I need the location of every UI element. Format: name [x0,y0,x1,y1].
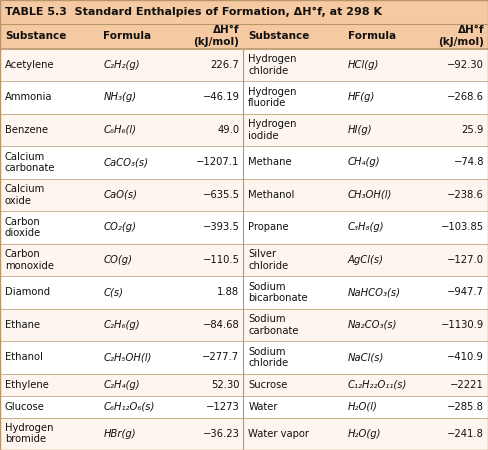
Text: ΔH°f
(kJ/mol): ΔH°f (kJ/mol) [438,25,484,47]
Text: CH₄(g): CH₄(g) [348,158,381,167]
Text: Carbon
dioxide: Carbon dioxide [5,217,41,238]
Text: Sodium
bicarbonate: Sodium bicarbonate [248,282,308,303]
Text: −127.0: −127.0 [447,255,484,265]
Text: Hydrogen
chloride: Hydrogen chloride [248,54,297,76]
Text: Silver
chloride: Silver chloride [248,249,288,270]
Text: 226.7: 226.7 [211,60,240,70]
Text: C₁₂H₂₂O₁₁(s): C₁₂H₂₂O₁₁(s) [348,380,407,390]
Text: −1207.1: −1207.1 [196,158,240,167]
Text: HF(g): HF(g) [348,92,375,103]
Text: C₂H₂(g): C₂H₂(g) [103,60,140,70]
Text: Ethylene: Ethylene [5,380,49,390]
Text: Substance: Substance [5,31,66,41]
Text: 49.0: 49.0 [217,125,240,135]
Text: −2221: −2221 [450,380,484,390]
Text: AgCl(s): AgCl(s) [348,255,384,265]
Text: Calcium
oxide: Calcium oxide [5,184,45,206]
Text: NaHCO₃(s): NaHCO₃(s) [348,288,401,297]
Text: H₂O(l): H₂O(l) [348,401,378,412]
Text: HI(g): HI(g) [348,125,372,135]
Text: −92.30: −92.30 [447,60,484,70]
Text: CH₃OH(l): CH₃OH(l) [348,190,392,200]
Text: NaCl(s): NaCl(s) [348,352,385,362]
Text: Ethanol: Ethanol [5,352,43,362]
Text: −241.8: −241.8 [447,429,484,439]
Text: Propane: Propane [248,222,289,233]
Text: Hydrogen
bromide: Hydrogen bromide [5,423,53,444]
Text: −277.7: −277.7 [203,352,240,362]
Text: Sodium
carbonate: Sodium carbonate [248,314,299,336]
Text: Methanol: Methanol [248,190,295,200]
Text: −1273: −1273 [205,401,240,412]
Text: Sodium
chloride: Sodium chloride [248,347,288,368]
Text: NH₃(g): NH₃(g) [103,92,137,103]
Text: −74.8: −74.8 [454,158,484,167]
Text: C₂H₅OH(l): C₂H₅OH(l) [103,352,152,362]
Text: 1.88: 1.88 [217,288,240,297]
Text: C₆H₁₂O₆(s): C₆H₁₂O₆(s) [103,401,155,412]
Text: Hydrogen
iodide: Hydrogen iodide [248,119,297,140]
Text: C₃H₈(g): C₃H₈(g) [348,222,385,233]
Text: HBr(g): HBr(g) [103,429,136,439]
Text: −103.85: −103.85 [441,222,484,233]
Text: Water vapor: Water vapor [248,429,309,439]
Text: Na₂CO₃(s): Na₂CO₃(s) [348,320,397,330]
Text: Benzene: Benzene [5,125,48,135]
Text: C₆H₆(l): C₆H₆(l) [103,125,136,135]
Text: Substance: Substance [248,31,309,41]
Text: −410.9: −410.9 [447,352,484,362]
Text: ΔH°f
(kJ/mol): ΔH°f (kJ/mol) [194,25,240,47]
Text: 25.9: 25.9 [462,125,484,135]
Text: −268.6: −268.6 [447,92,484,103]
Text: C₂H₆(g): C₂H₆(g) [103,320,140,330]
Text: C₂H₄(g): C₂H₄(g) [103,380,140,390]
Text: −285.8: −285.8 [447,401,484,412]
Text: −84.68: −84.68 [203,320,240,330]
Text: −46.19: −46.19 [203,92,240,103]
Text: Ammonia: Ammonia [5,92,52,103]
Text: Sucrose: Sucrose [248,380,287,390]
Text: Glucose: Glucose [5,401,45,412]
Text: −36.23: −36.23 [203,429,240,439]
Text: Formula: Formula [348,31,396,41]
Text: Acetylene: Acetylene [5,60,55,70]
Text: −635.5: −635.5 [203,190,240,200]
Text: Methane: Methane [248,158,292,167]
Text: Water: Water [248,401,278,412]
Text: CO₂(g): CO₂(g) [103,222,136,233]
Text: C(s): C(s) [103,288,123,297]
Text: CaCO₃(s): CaCO₃(s) [103,158,148,167]
Text: 52.30: 52.30 [211,380,240,390]
Text: Formula: Formula [103,31,151,41]
Text: H₂O(g): H₂O(g) [348,429,382,439]
Text: Hydrogen
fluoride: Hydrogen fluoride [248,87,297,108]
Text: HCl(g): HCl(g) [348,60,379,70]
Text: CO(g): CO(g) [103,255,132,265]
Text: Ethane: Ethane [5,320,40,330]
Text: −1130.9: −1130.9 [441,320,484,330]
Text: Carbon
monoxide: Carbon monoxide [5,249,54,270]
Text: TABLE 5.3  Standard Enthalpies of Formation, ΔH°f, at 298 K: TABLE 5.3 Standard Enthalpies of Formati… [5,7,382,17]
Text: −393.5: −393.5 [203,222,240,233]
Text: −238.6: −238.6 [447,190,484,200]
Text: CaO(s): CaO(s) [103,190,137,200]
Text: Calcium
carbonate: Calcium carbonate [5,152,55,173]
Text: Diamond: Diamond [5,288,50,297]
Text: −110.5: −110.5 [203,255,240,265]
Text: −947.7: −947.7 [447,288,484,297]
